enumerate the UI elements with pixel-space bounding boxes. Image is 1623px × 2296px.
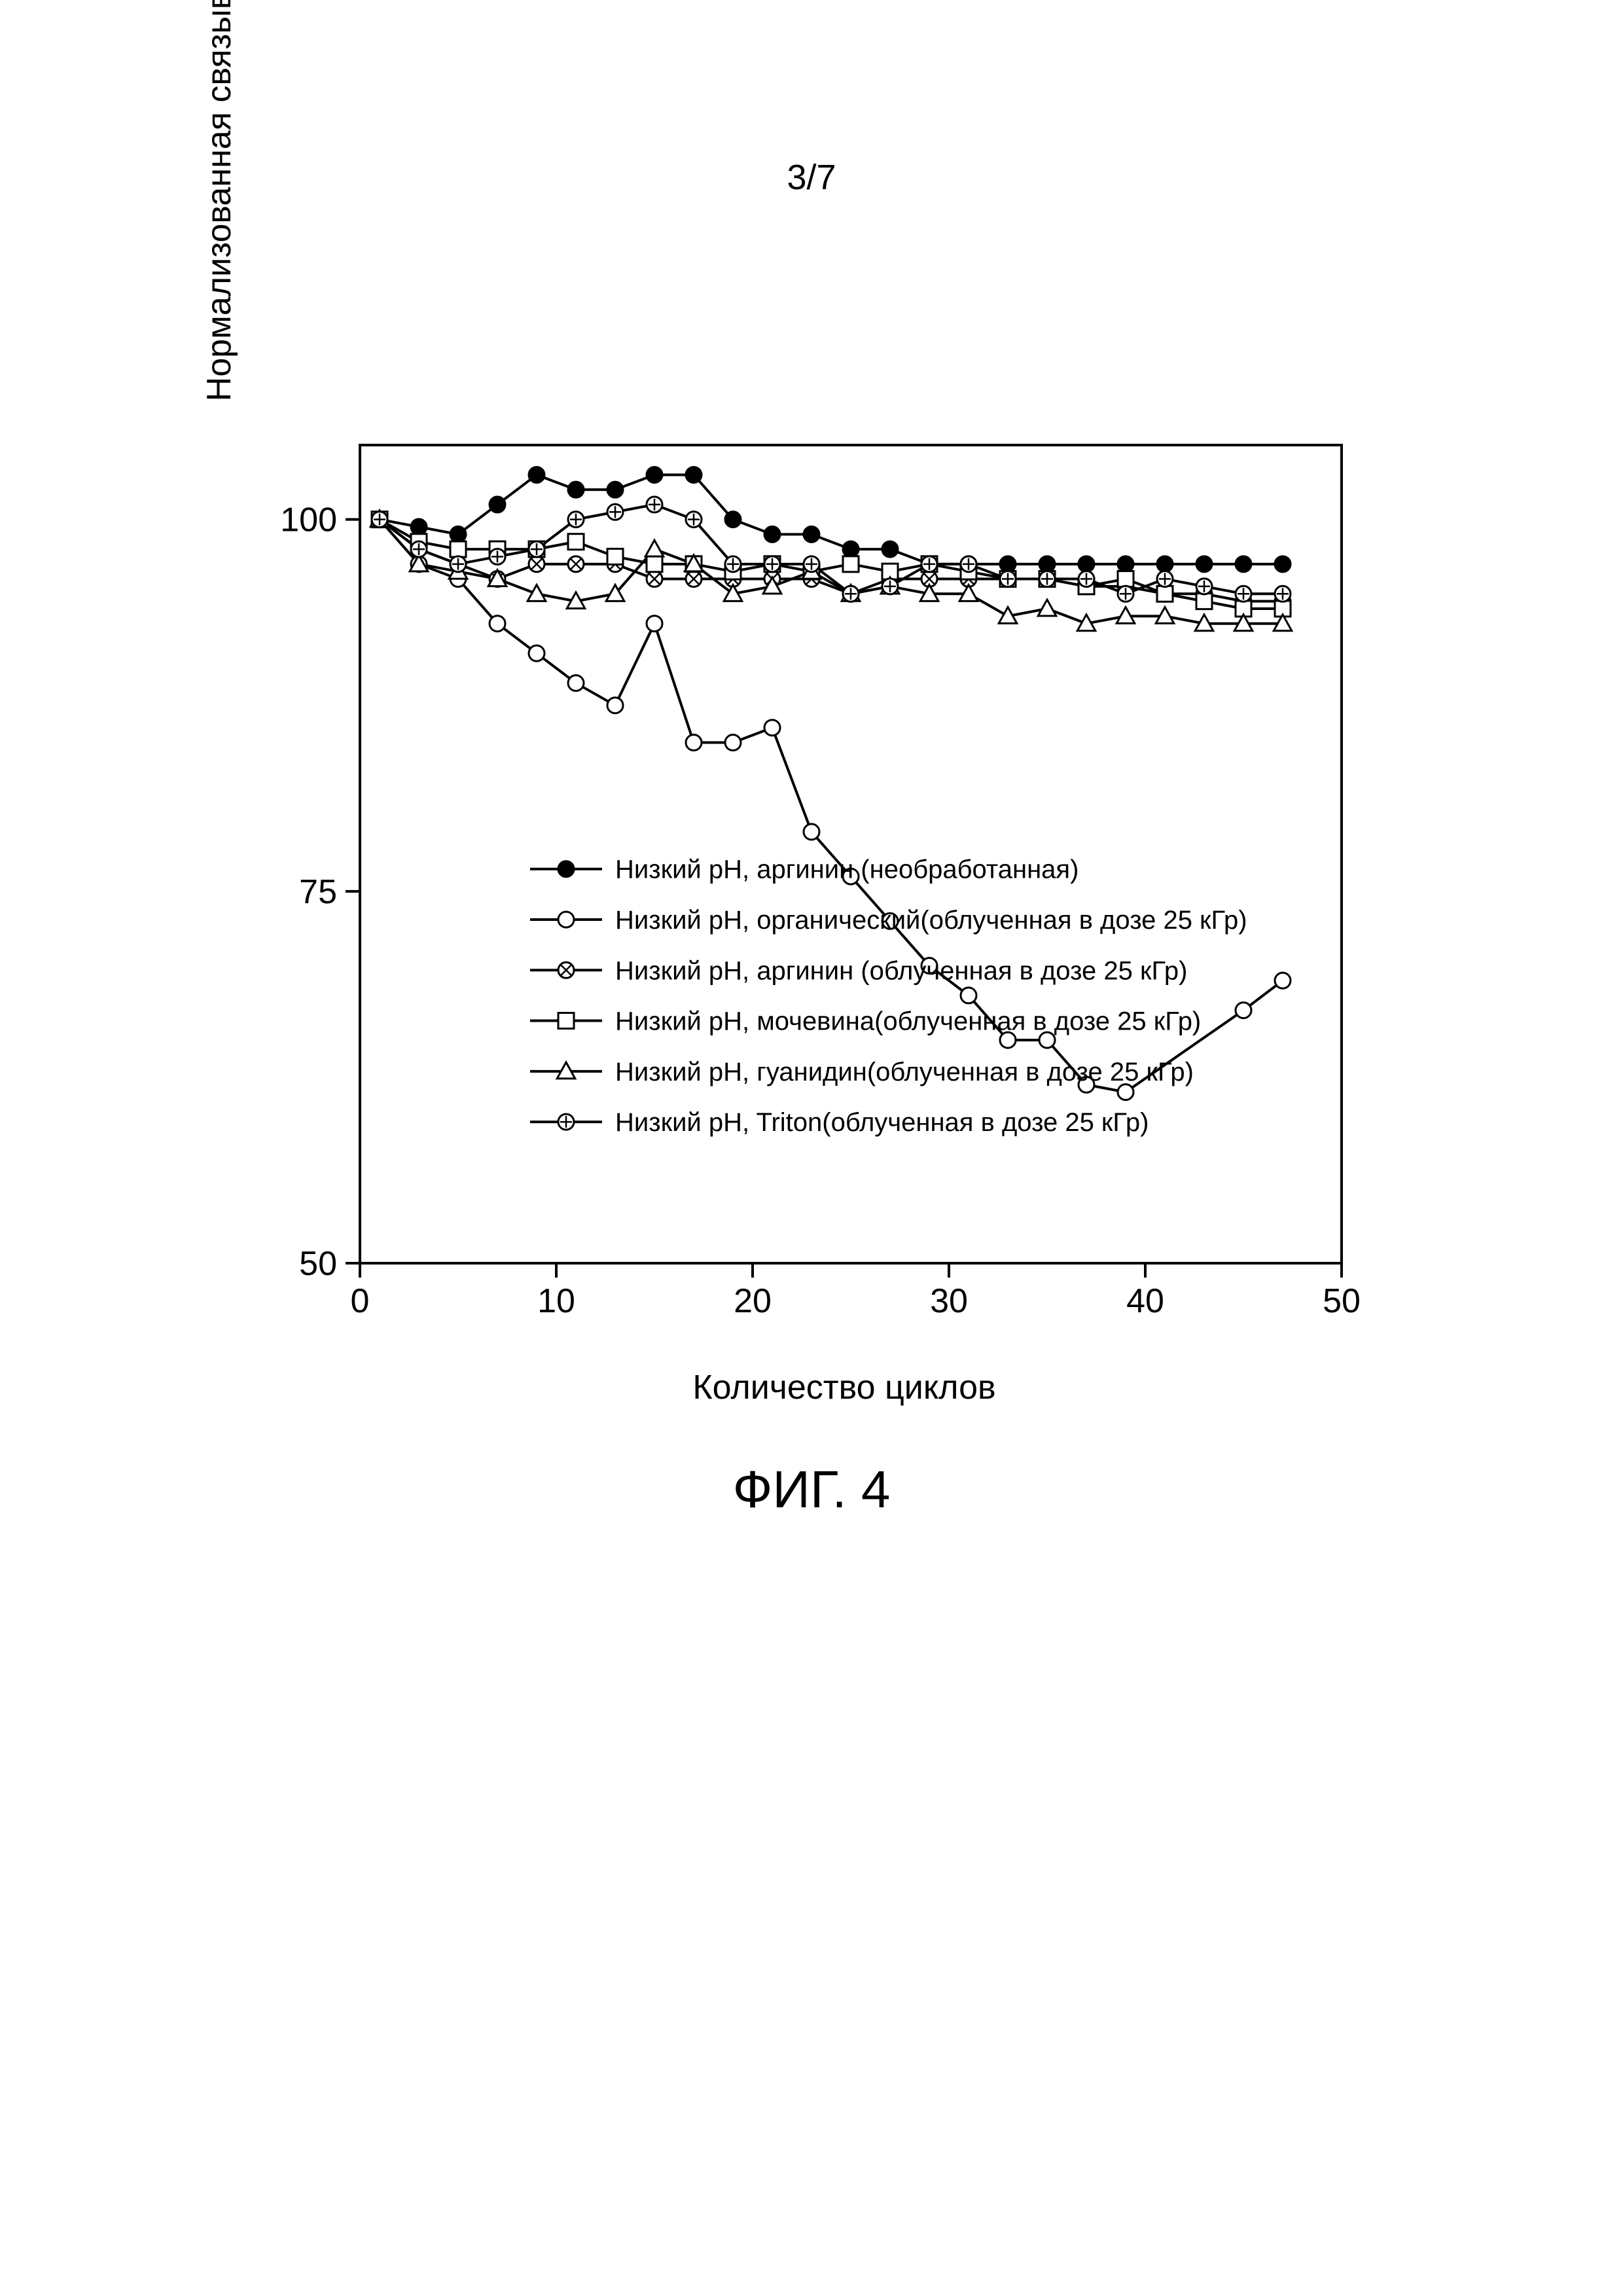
- svg-text:Низкий pH, аргинин (необработа: Низкий pH, аргинин (необработанная): [615, 855, 1079, 884]
- svg-text:50: 50: [1323, 1282, 1361, 1320]
- svg-text:20: 20: [734, 1282, 772, 1320]
- figure-caption: ФИГ. 4: [0, 1460, 1623, 1520]
- page-number: 3/7: [0, 157, 1623, 198]
- svg-text:0: 0: [351, 1282, 370, 1320]
- svg-text:10: 10: [537, 1282, 575, 1320]
- svg-text:Низкий pH, аргинин (облученная: Низкий pH, аргинин (облученная в дозе 25…: [615, 956, 1187, 985]
- svg-text:Низкий pH, гуанидин(облученная: Низкий pH, гуанидин(облученная в дозе 25…: [615, 1058, 1194, 1086]
- svg-text:Низкий pH, Triton(облученная в: Низкий pH, Triton(облученная в дозе 25 к…: [615, 1108, 1149, 1137]
- page: 3/7 Нормализованная связывающая способно…: [0, 0, 1623, 2296]
- x-axis-label: Количество циклов: [353, 1368, 1335, 1407]
- y-axis-label: Нормализованная связывающая способность …: [200, 0, 239, 432]
- svg-text:100: 100: [280, 501, 337, 539]
- svg-text:Низкий pH, органический(облуче: Низкий pH, органический(облученная в доз…: [615, 906, 1247, 935]
- svg-text:75: 75: [299, 873, 337, 911]
- svg-text:50: 50: [299, 1245, 337, 1283]
- chart-container: 0 10 20 30 40 50 50 75 100 Низкий pH, аргинин (не…: [249, 432, 1361, 1338]
- svg-text:Низкий pH, мочевина(облученная: Низкий pH, мочевина(облученная в дозе 25…: [615, 1007, 1201, 1036]
- line-chart: 0 10 20 30 40 50 50 75 100 Низкий pH, аргинин (не…: [249, 432, 1361, 1335]
- svg-text:40: 40: [1126, 1282, 1164, 1320]
- svg-text:30: 30: [930, 1282, 968, 1320]
